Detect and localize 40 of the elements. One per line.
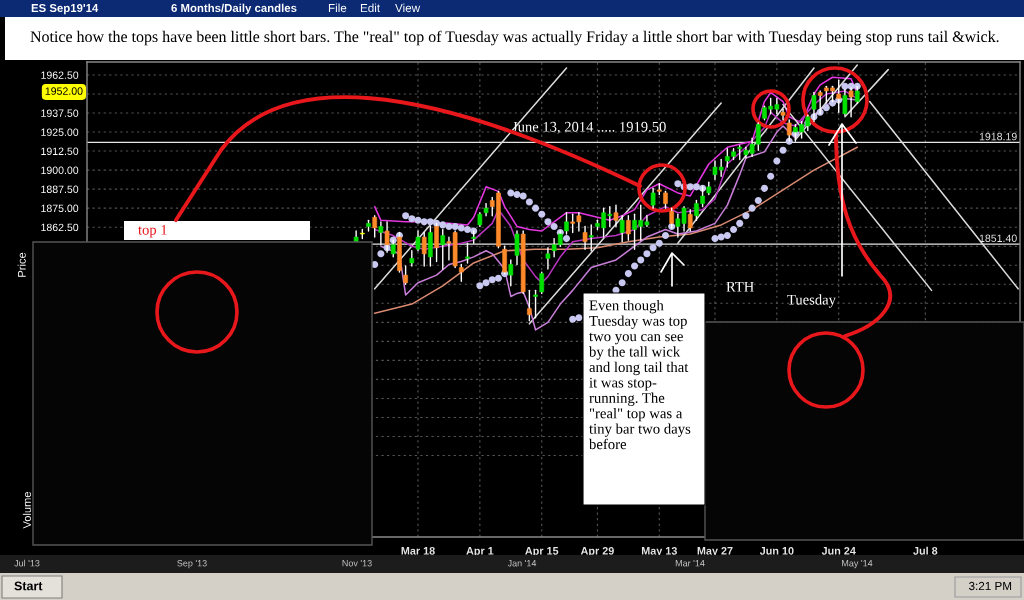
text: 1952.00 bbox=[45, 87, 83, 95]
x-tick-label: Mar 18 bbox=[401, 547, 435, 555]
text: Jul '13 bbox=[14, 559, 40, 567]
text: Jan '14 bbox=[507, 560, 537, 567]
y-tick-label: 1862.50 bbox=[41, 223, 79, 232]
y-tick-label: 1962.50 bbox=[41, 71, 79, 79]
annotation: Tuesday bbox=[787, 294, 836, 308]
text: Nov '13 bbox=[342, 560, 372, 567]
text: Volume bbox=[22, 491, 31, 529]
x-tick-label: May 27 bbox=[697, 547, 733, 557]
x-tick-label: Apr 15 bbox=[525, 547, 559, 557]
text: May '14 bbox=[842, 560, 873, 569]
x-tick-label: Jun 10 bbox=[759, 547, 794, 555]
chart-title: ES Sep19'14 bbox=[31, 3, 99, 15]
annotation: RTH bbox=[726, 281, 754, 292]
x-tick-label: Jul 8 bbox=[913, 546, 938, 555]
y-tick-label: 1887.50 bbox=[41, 185, 79, 194]
y-tick-label: 1912.50 bbox=[41, 147, 79, 155]
text: File bbox=[328, 3, 347, 13]
chart-subtitle: 6 Months/Daily candles bbox=[171, 3, 297, 15]
text: View bbox=[395, 3, 421, 13]
text: Start bbox=[14, 581, 43, 591]
x-tick-label: Apr 1 bbox=[466, 547, 494, 557]
text: 3:21 PM bbox=[969, 581, 1012, 591]
y-tick-label: 1900.00 bbox=[41, 166, 79, 175]
x-tick-label: Apr 29 bbox=[580, 547, 614, 557]
text: Even though Tuesday was top two you can see by the tall wick and long tail that it was stop-running. The "real" top was a tiny bar two days before bbox=[589, 300, 691, 450]
text: Sep '13 bbox=[177, 560, 207, 569]
ref-line-label: 1851.40 bbox=[979, 234, 1017, 242]
text: Notice how the tops have been little short bars. The "real" top of Tuesday was actually Friday a little short bar with Tuesday being stop runs tail &wick. bbox=[30, 30, 999, 46]
text: Edit bbox=[360, 3, 381, 13]
y-tick-label: 1925.00 bbox=[41, 128, 79, 136]
y-tick-label: 1875.00 bbox=[41, 204, 79, 213]
text: Mar '14 bbox=[675, 560, 705, 567]
x-tick-label: Jun 24 bbox=[821, 547, 856, 555]
annotation: top 1 bbox=[138, 224, 167, 238]
y-axis-title: Price bbox=[17, 252, 26, 277]
annotation: June 13, 2014 ..... 1919.50 bbox=[512, 121, 666, 134]
ref-line-label: 1918.19 bbox=[979, 132, 1017, 141]
y-tick-label: 1937.50 bbox=[41, 109, 79, 117]
